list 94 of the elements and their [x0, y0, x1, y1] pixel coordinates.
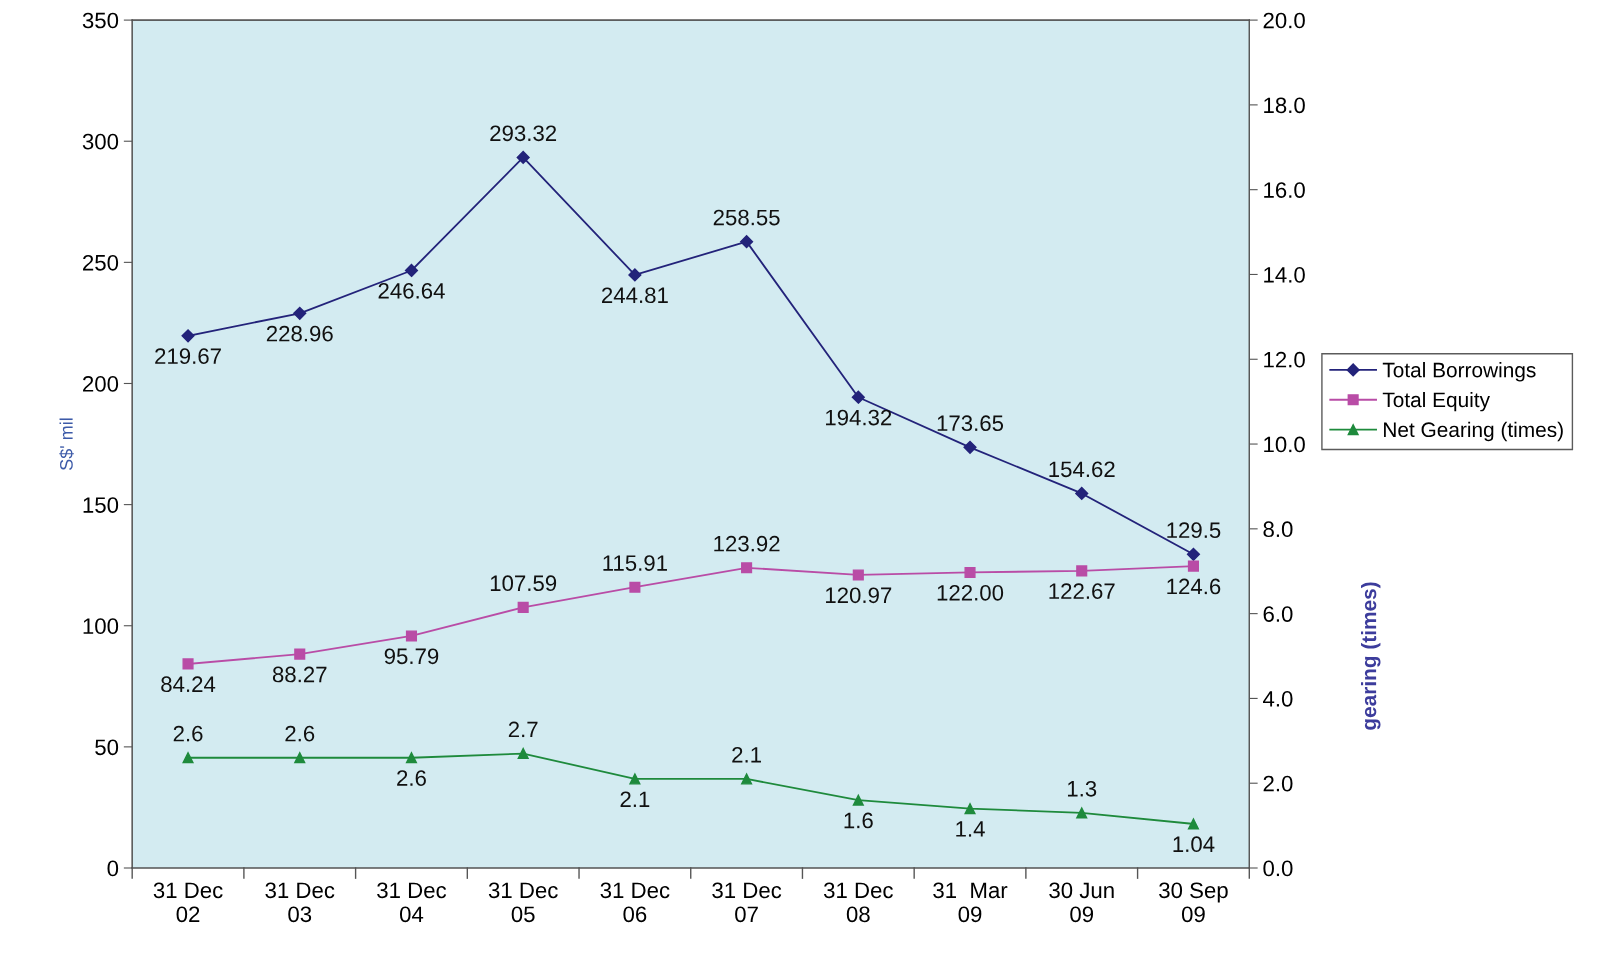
point	[293, 306, 307, 320]
x-tick-label: 31 Dec 06	[600, 882, 670, 923]
data-label: 194.32	[826, 409, 892, 426]
data-label: 244.81	[602, 287, 668, 304]
point	[741, 562, 753, 574]
data-label: 122.67	[1049, 583, 1115, 600]
y-axis-title: S$' mil	[59, 418, 74, 471]
point	[1076, 807, 1088, 819]
point	[964, 566, 976, 579]
y2-tick-label: 4.0	[1263, 690, 1293, 707]
point	[740, 235, 754, 249]
point	[294, 648, 306, 660]
y-tick-label: 0	[107, 860, 119, 877]
x-tick-label: 30 Jun 09	[1049, 882, 1114, 923]
data-label: 129.5	[1167, 522, 1221, 539]
data-label: 123.92	[714, 535, 780, 552]
data-label: 228.96	[266, 325, 333, 342]
point	[629, 581, 641, 593]
point	[852, 569, 864, 581]
point	[741, 773, 753, 785]
x-tick-label: 31 Mar 09	[933, 882, 1008, 923]
point	[294, 752, 306, 764]
y2-tick-label: 18.0	[1264, 97, 1305, 114]
point	[1186, 547, 1201, 561]
data-label: 95.79	[384, 648, 439, 665]
data-label: 1.4	[956, 821, 985, 837]
y2-axis-title: gearing (times)	[1361, 582, 1381, 730]
y-tick-label: 300	[82, 133, 119, 150]
point	[516, 150, 530, 164]
point	[181, 329, 195, 343]
y2-tick-label: 8.0	[1263, 521, 1293, 538]
data-label: 1.04	[1173, 836, 1215, 853]
legend-label: Net Gearing (times)	[1384, 421, 1563, 442]
y-tick-label: 200	[83, 376, 119, 392]
point	[182, 658, 194, 670]
data-label: 154.62	[1049, 461, 1115, 478]
y2-tick-label: 0.0	[1263, 860, 1293, 877]
data-label: 124.6	[1167, 578, 1221, 595]
point	[963, 440, 977, 454]
y-tick-label: 250	[83, 254, 119, 271]
point	[517, 747, 529, 760]
y2-tick-label: 6.0	[1263, 606, 1293, 622]
data-label: 246.64	[378, 282, 445, 299]
y2-tick-label: 2.0	[1263, 775, 1293, 792]
point	[405, 752, 418, 764]
data-label: 219.67	[155, 348, 221, 365]
x-tick-label: 31 Dec 08	[823, 882, 893, 923]
y2-tick-label: 14.0	[1264, 267, 1305, 283]
point	[964, 803, 976, 815]
data-label: 173.65	[937, 415, 1004, 432]
data-label: 258.55	[713, 209, 780, 226]
x-tick-label: 31 Dec 02	[153, 882, 223, 923]
data-label: 1.3	[1067, 780, 1097, 797]
x-tick-label: 31 Dec 04	[377, 882, 447, 923]
point	[1187, 560, 1200, 572]
data-label: 2.1	[732, 746, 761, 763]
data-label: 88.27	[272, 666, 327, 683]
point	[404, 263, 419, 278]
legend-label: Total Borrowings	[1382, 362, 1536, 382]
point	[405, 630, 418, 642]
data-label: 2.6	[173, 725, 203, 742]
point	[517, 601, 529, 613]
y2-tick-label: 12.0	[1264, 351, 1305, 368]
point	[1187, 818, 1200, 830]
x-tick-label: 31 Dec 05	[488, 882, 558, 923]
y-tick-label: 50	[95, 739, 119, 756]
legend-label: Total Equity	[1382, 391, 1490, 412]
data-label: 84.24	[161, 676, 216, 693]
y2-tick-label: 10.0	[1264, 436, 1305, 453]
data-label: 115.91	[603, 555, 667, 571]
data-label: 122.00	[937, 584, 1004, 601]
point	[851, 390, 865, 404]
point	[629, 773, 641, 785]
data-label: 1.6	[844, 812, 873, 829]
x-tick-label: 31 Dec 07	[712, 882, 782, 923]
data-label: 2.7	[508, 721, 538, 738]
data-label: 2.1	[620, 791, 650, 807]
point	[852, 794, 864, 806]
y-tick-label: 150	[83, 497, 119, 513]
y-tick-label: 100	[83, 618, 119, 635]
data-label: 2.6	[285, 725, 315, 742]
y-tick-label: 350	[82, 12, 119, 29]
y2-tick-label: 20.0	[1263, 12, 1305, 29]
point	[1076, 565, 1088, 577]
data-label: 293.32	[490, 125, 557, 142]
data-label: 2.6	[397, 770, 426, 786]
x-tick-label: 31 Dec 03	[265, 882, 335, 923]
data-label: 120.97	[826, 587, 892, 604]
point	[182, 752, 194, 764]
y2-tick-label: 16.0	[1264, 182, 1305, 198]
point	[628, 268, 642, 282]
point	[1075, 486, 1089, 501]
data-label: 107.59	[490, 575, 557, 592]
x-tick-label: 30 Sep 09	[1159, 882, 1228, 923]
